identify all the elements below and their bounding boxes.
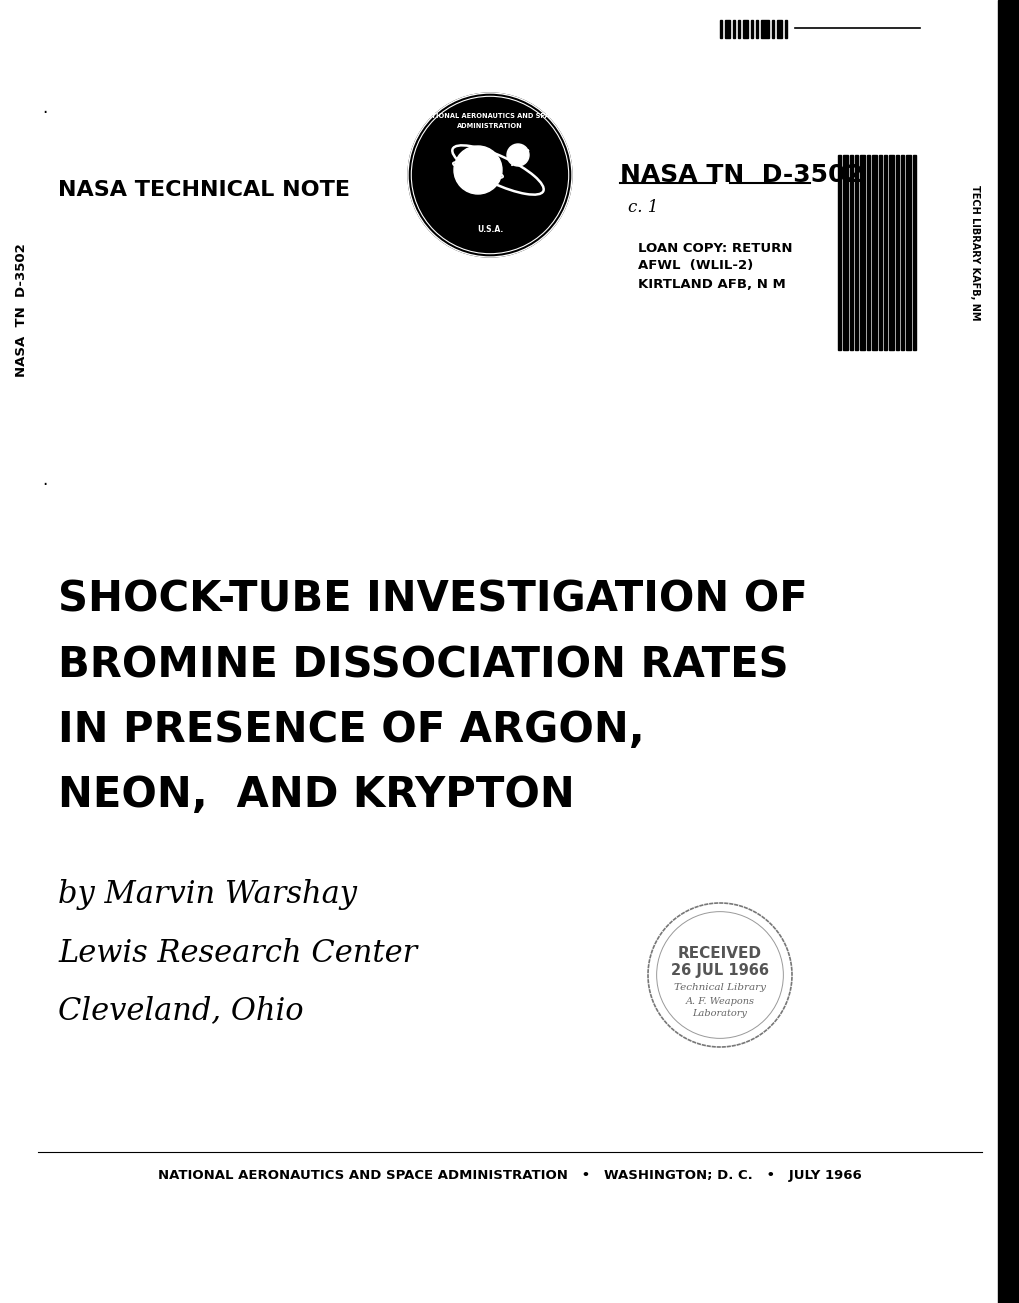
Bar: [889, 155, 893, 351]
Text: 26 JUL 1966: 26 JUL 1966: [671, 963, 768, 977]
Bar: [771, 20, 773, 38]
Text: AFWL  (WLIL-2): AFWL (WLIL-2): [637, 259, 752, 272]
Bar: [750, 20, 752, 38]
Text: Laboratory: Laboratory: [692, 1009, 747, 1018]
Text: TECH LIBRARY KAFB, NM: TECH LIBRARY KAFB, NM: [969, 185, 979, 321]
Bar: [849, 155, 852, 351]
Bar: [895, 155, 898, 351]
Bar: [912, 155, 915, 351]
Bar: [755, 20, 757, 38]
Circle shape: [453, 146, 501, 194]
Text: NEON,  AND KRYPTON: NEON, AND KRYPTON: [58, 774, 574, 816]
Bar: [905, 155, 910, 351]
Bar: [900, 155, 903, 351]
Text: Technical Library: Technical Library: [674, 984, 765, 993]
Circle shape: [408, 93, 572, 257]
Text: NATIONAL AERONAUTICS AND SPACE: NATIONAL AERONAUTICS AND SPACE: [421, 113, 558, 119]
Bar: [733, 20, 735, 38]
Bar: [738, 20, 739, 38]
Bar: [866, 155, 869, 351]
Text: BROMINE DISSOCIATION RATES: BROMINE DISSOCIATION RATES: [58, 644, 788, 685]
Text: NASA TN  D-3502: NASA TN D-3502: [620, 163, 862, 188]
Text: Cleveland, Ohio: Cleveland, Ohio: [58, 995, 304, 1027]
Text: by Marvin Warshay: by Marvin Warshay: [58, 880, 357, 911]
Text: A. F. Weapons: A. F. Weapons: [685, 997, 754, 1006]
Bar: [842, 155, 847, 351]
Text: c. 1: c. 1: [628, 199, 657, 216]
Text: ADMINISTRATION: ADMINISTRATION: [457, 122, 523, 129]
Text: .: .: [42, 470, 47, 489]
Text: IN PRESENCE OF ARGON,: IN PRESENCE OF ARGON,: [58, 709, 644, 751]
Text: LOAN COPY: RETURN: LOAN COPY: RETURN: [637, 241, 792, 254]
Text: KIRTLAND AFB, N M: KIRTLAND AFB, N M: [637, 278, 785, 291]
Text: NATIONAL AERONAUTICS AND SPACE ADMINISTRATION   •   WASHINGTON; D. C.   •   JULY: NATIONAL AERONAUTICS AND SPACE ADMINISTR…: [158, 1169, 861, 1182]
Bar: [838, 155, 841, 351]
Bar: [871, 155, 876, 351]
Text: SHOCK-TUBE INVESTIGATION OF: SHOCK-TUBE INVESTIGATION OF: [58, 579, 807, 622]
Text: Lewis Research Center: Lewis Research Center: [58, 937, 417, 968]
Text: NASA  TN  D-3502: NASA TN D-3502: [15, 244, 29, 377]
Bar: [854, 155, 857, 351]
Text: .: .: [42, 99, 47, 117]
Bar: [878, 155, 881, 351]
Bar: [859, 155, 864, 351]
Text: RECEIVED: RECEIVED: [678, 946, 761, 960]
Bar: [785, 20, 787, 38]
Bar: [883, 155, 887, 351]
Circle shape: [506, 145, 529, 165]
Bar: [760, 20, 768, 38]
Bar: [742, 20, 747, 38]
Bar: [776, 20, 782, 38]
Text: U.S.A.: U.S.A.: [477, 224, 502, 233]
Text: NASA TECHNICAL NOTE: NASA TECHNICAL NOTE: [58, 180, 350, 199]
Bar: [719, 20, 721, 38]
Bar: [725, 20, 730, 38]
Bar: [997, 0, 1019, 1303]
